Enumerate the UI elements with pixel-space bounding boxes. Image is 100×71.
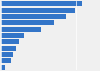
Bar	[1, 14, 66, 19]
Bar	[1, 1, 82, 6]
Bar	[1, 39, 19, 44]
Bar	[1, 65, 5, 70]
Bar	[1, 33, 24, 38]
Bar	[1, 58, 11, 63]
Bar	[1, 20, 54, 25]
Bar	[1, 52, 13, 57]
Bar	[1, 27, 41, 32]
Bar	[1, 46, 16, 51]
Bar	[1, 8, 74, 13]
